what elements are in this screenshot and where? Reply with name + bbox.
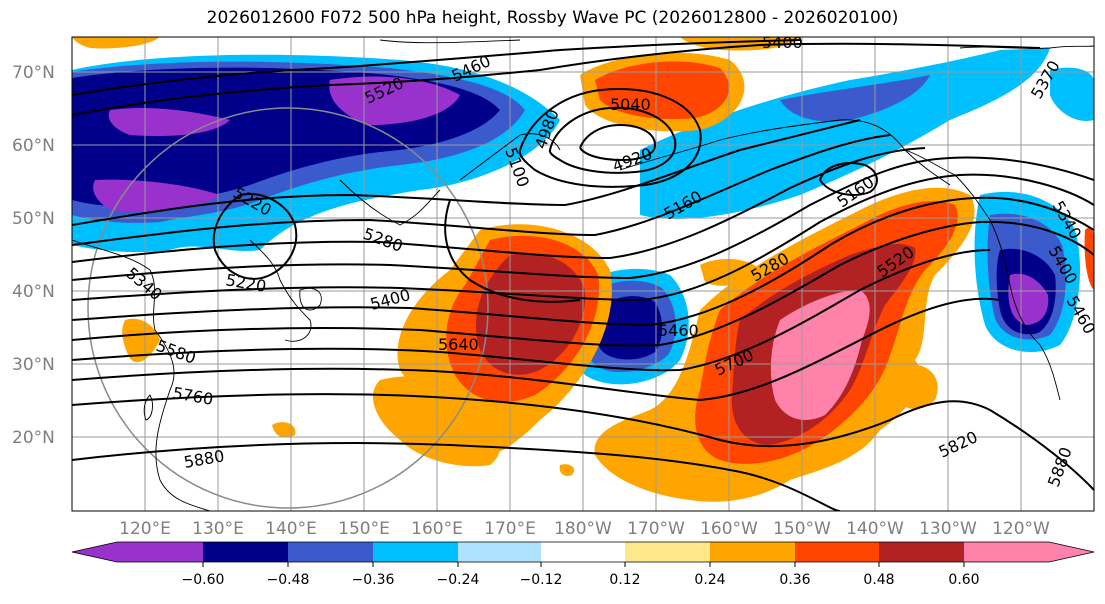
colorbar-segment [879,542,964,562]
colorbar-segment [203,542,288,562]
colorbar-extend-max [964,542,1094,562]
colorbar-segment [117,542,203,562]
colorbar-tick: 0.24 [694,572,725,588]
lon-label: 170°E [484,519,536,539]
contour-label: 5400 [762,33,803,52]
colorbar-tick: −0.60 [182,572,225,588]
colorbar-segment [625,542,710,562]
region-circle [87,107,489,509]
lat-label: 50°N [12,209,55,229]
colorbar-extend-min [72,542,117,562]
height-contours [72,39,1094,511]
lon-label: 120°E [119,519,171,539]
latitude-labels: 70°N 60°N 50°N 40°N 30°N 20°N [12,63,55,448]
coastlines [72,39,1094,511]
colorbar-tick: −0.36 [352,572,395,588]
lon-label: 130°W [919,519,977,539]
colorbar-tick: 0.60 [948,572,979,588]
lon-label: 150°W [773,519,831,539]
lon-label: 160°W [700,519,758,539]
colorbar-tick: 0.12 [609,572,640,588]
lon-label: 130°E [192,519,244,539]
colorbar-tick: −0.48 [267,572,310,588]
lon-label: 170°W [627,519,685,539]
colorbar-segment [710,542,795,562]
lon-label: 120°W [992,519,1050,539]
lat-label: 40°N [12,282,55,302]
colorbar-segment [458,542,541,562]
contour-label: 5460 [658,321,699,340]
lat-label: 60°N [12,136,55,156]
contour-label: 5040 [610,95,651,114]
longitude-labels: 120°E 130°E 140°E 150°E 160°E 170°E 180°… [119,519,1050,539]
lat-label: 20°N [12,428,55,448]
colorbar-tick: −0.24 [437,572,480,588]
figure-title: 2026012600 F072 500 hPa height, Rossby W… [206,8,899,28]
lon-label: 140°W [846,519,904,539]
lat-label: 30°N [12,355,55,375]
map-panel: 5400 5520 5460 5040 5220 4920 4980 5100 … [72,33,1094,511]
negative-anomaly-shading [72,48,1094,385]
lon-label: 180°W [554,519,612,539]
colorbar-segment [373,542,458,562]
colorbar-segment [541,542,625,562]
colorbar-tick: 0.36 [779,572,810,588]
colorbar-segment [795,542,879,562]
colorbar-segment [288,542,373,562]
lon-label: 150°E [338,519,390,539]
contour-label: 5640 [438,335,479,354]
colorbar-tick: −0.12 [520,572,563,588]
lon-label: 140°E [265,519,317,539]
lon-label: 160°E [411,519,463,539]
map-frame [71,36,1095,512]
lat-label: 70°N [12,63,55,83]
colorbar: −0.60 −0.48 −0.36 −0.24 −0.12 0.12 0.24 … [71,541,1095,588]
colorbar-tick: 0.48 [863,572,894,588]
